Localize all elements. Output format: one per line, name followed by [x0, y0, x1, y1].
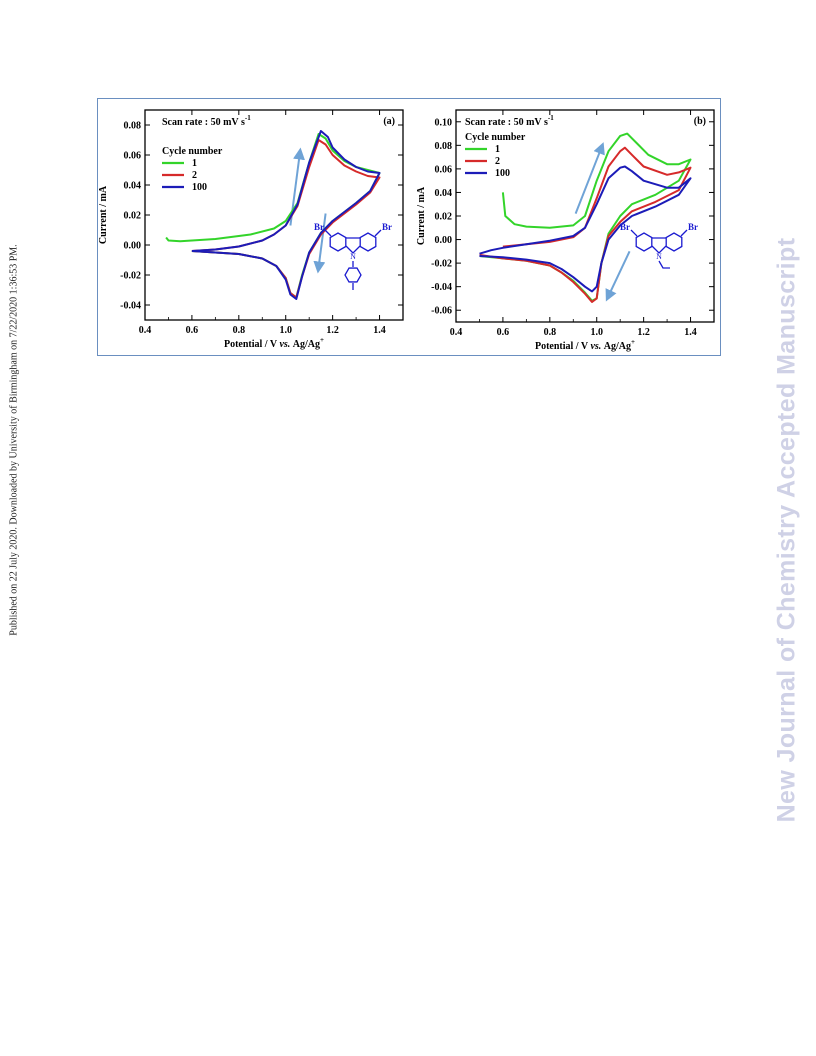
y-tick-label: -0.02 — [431, 259, 452, 270]
br-bond-left — [324, 229, 332, 237]
x-tick-label: 0.6 — [186, 325, 199, 336]
x-tick-label: 1.4 — [373, 325, 386, 336]
x-tick-label: 0.4 — [139, 325, 152, 336]
pyrrole-ring — [345, 237, 361, 254]
x-axis-label-tail: Ag/Ag — [604, 341, 631, 352]
y-tick-label: -0.02 — [120, 271, 141, 282]
legend-title: Cycle number — [162, 146, 223, 157]
y-tick-label: 0.04 — [124, 181, 142, 192]
y-axis-label: Current / mA — [416, 186, 427, 245]
scan-rate-label: Scan rate : 50 mV s-1 — [162, 114, 251, 128]
nitrogen-label: N — [656, 252, 662, 261]
y-tick-label: 0.00 — [124, 241, 142, 252]
y-tick-label: 0.02 — [124, 211, 142, 222]
x-axis-label: Potential / V vs. Ag/Ag+ — [535, 338, 635, 352]
legend-title: Cycle number — [465, 132, 526, 143]
molecule-structure: Br Br N — [314, 222, 392, 290]
x-tick-label: 0.8 — [233, 325, 246, 336]
bromine-label-right: Br — [688, 222, 698, 232]
x-axis-label-italic: vs. — [279, 339, 292, 350]
bromine-label-right: Br — [382, 222, 392, 232]
x-tick-label: 0.6 — [497, 327, 510, 338]
panel-0: 0.4 0.6 0.8 1.0 1.2 1.4 -0.04 -0.02 0.00 0.02 0.04… — [98, 109, 404, 350]
bromine-label-left: Br — [620, 222, 630, 232]
ethyl-group — [658, 260, 670, 269]
side-text-left-label: Published on 22 July 2020. Downloaded by… — [8, 244, 20, 636]
scan-rate-text: Scan rate : 50 mV s — [162, 117, 245, 128]
benzene-ring-right — [665, 232, 683, 252]
y-tick-label: 0.06 — [435, 164, 453, 175]
series-line-cycle1 — [165, 133, 381, 299]
nitrogen-label: N — [350, 252, 356, 261]
x-axis-label-sup: + — [631, 338, 635, 346]
y-tick-label: 0.00 — [435, 235, 453, 246]
series-line-cycle100 — [479, 165, 692, 293]
y-tick-label: -0.04 — [431, 282, 452, 293]
scan-rate-exponent: -1 — [245, 114, 251, 122]
x-tick-label: 0.4 — [450, 327, 463, 338]
y-axis-label: Current / mA — [98, 185, 109, 244]
benzene-ring-left — [635, 232, 653, 252]
y-tick-label: 0.04 — [435, 188, 453, 199]
y-tick-label: -0.04 — [120, 301, 141, 312]
legend-label-cycle2: 2 — [192, 170, 197, 181]
x-tick-label: 1.0 — [279, 325, 292, 336]
pyrrole-ring — [651, 237, 667, 254]
x-axis-label-main: Potential / V — [224, 339, 279, 350]
y-tick-label: 0.10 — [435, 117, 453, 128]
chart-panels: 0.4 0.6 0.8 1.0 1.2 1.4 -0.04 -0.02 0.00 0.02 0.04… — [98, 109, 715, 352]
scan-rate-text: Scan rate : 50 mV s — [465, 117, 548, 128]
panel-label: (b) — [694, 116, 706, 127]
tolyl-ring — [344, 267, 362, 283]
y-tick-label: 0.08 — [124, 121, 142, 132]
reduction-arrow — [313, 213, 327, 274]
x-tick-label: 1.4 — [684, 327, 697, 338]
legend-label-cycle2: 2 — [495, 156, 500, 167]
y-tick-label: -0.06 — [431, 306, 452, 317]
y-tick-label: 0.08 — [435, 141, 453, 152]
oxidation-arrow — [574, 142, 605, 215]
x-axis-label-italic: vs. — [590, 341, 603, 352]
y-tick-label: 0.06 — [124, 151, 142, 162]
x-tick-label: 1.2 — [326, 325, 339, 336]
x-axis-label-sup: + — [320, 336, 324, 344]
plot-area-frame — [144, 109, 404, 321]
series-line-cycle2 — [479, 146, 692, 303]
legend-label-cycle100: 100 — [192, 182, 207, 193]
x-axis-label-main: Potential / V — [535, 341, 590, 352]
side-text-left: Published on 22 July 2020. Downloaded by… — [4, 230, 24, 650]
watermark-journal-label: New Journal of Chemistry Accepted Manusc… — [772, 237, 801, 823]
legend-label-cycle1: 1 — [192, 158, 197, 169]
series-line-cycle100 — [191, 130, 381, 300]
x-axis-label: Potential / V vs. Ag/Ag+ — [224, 336, 324, 350]
benzene-ring-left — [329, 232, 347, 252]
legend-label-cycle100: 100 — [495, 168, 510, 179]
br-bond-right — [374, 229, 382, 237]
series-line-cycle1 — [479, 132, 692, 302]
x-tick-label: 1.0 — [590, 327, 603, 338]
y-tick-label: 0.02 — [435, 212, 453, 223]
molecule-structure: Br Br N — [620, 222, 698, 269]
x-tick-label: 0.8 — [544, 327, 557, 338]
benzene-ring-right — [359, 232, 377, 252]
x-tick-label: 1.2 — [637, 327, 650, 338]
x-axis-label-tail: Ag/Ag — [293, 339, 320, 350]
legend-label-cycle1: 1 — [495, 144, 500, 155]
reduction-arrow — [605, 250, 631, 302]
bromine-label-left: Br — [314, 222, 324, 232]
br-bond-left — [630, 229, 638, 237]
watermark-journal: New Journal of Chemistry Accepted Manusc… — [767, 160, 807, 900]
scan-rate-label: Scan rate : 50 mV s-1 — [465, 114, 554, 128]
scan-rate-exponent: -1 — [548, 114, 554, 122]
panel-1: 0.4 0.6 0.8 1.0 1.2 1.4 -0.06 -0.04 -0.02 0.00 0.0… — [416, 109, 715, 352]
panel-label: (a) — [383, 116, 395, 127]
br-bond-right — [680, 229, 688, 237]
figure-frame: 0.4 0.6 0.8 1.0 1.2 1.4 -0.04 -0.02 0.00 0.02 0.04… — [97, 98, 721, 356]
